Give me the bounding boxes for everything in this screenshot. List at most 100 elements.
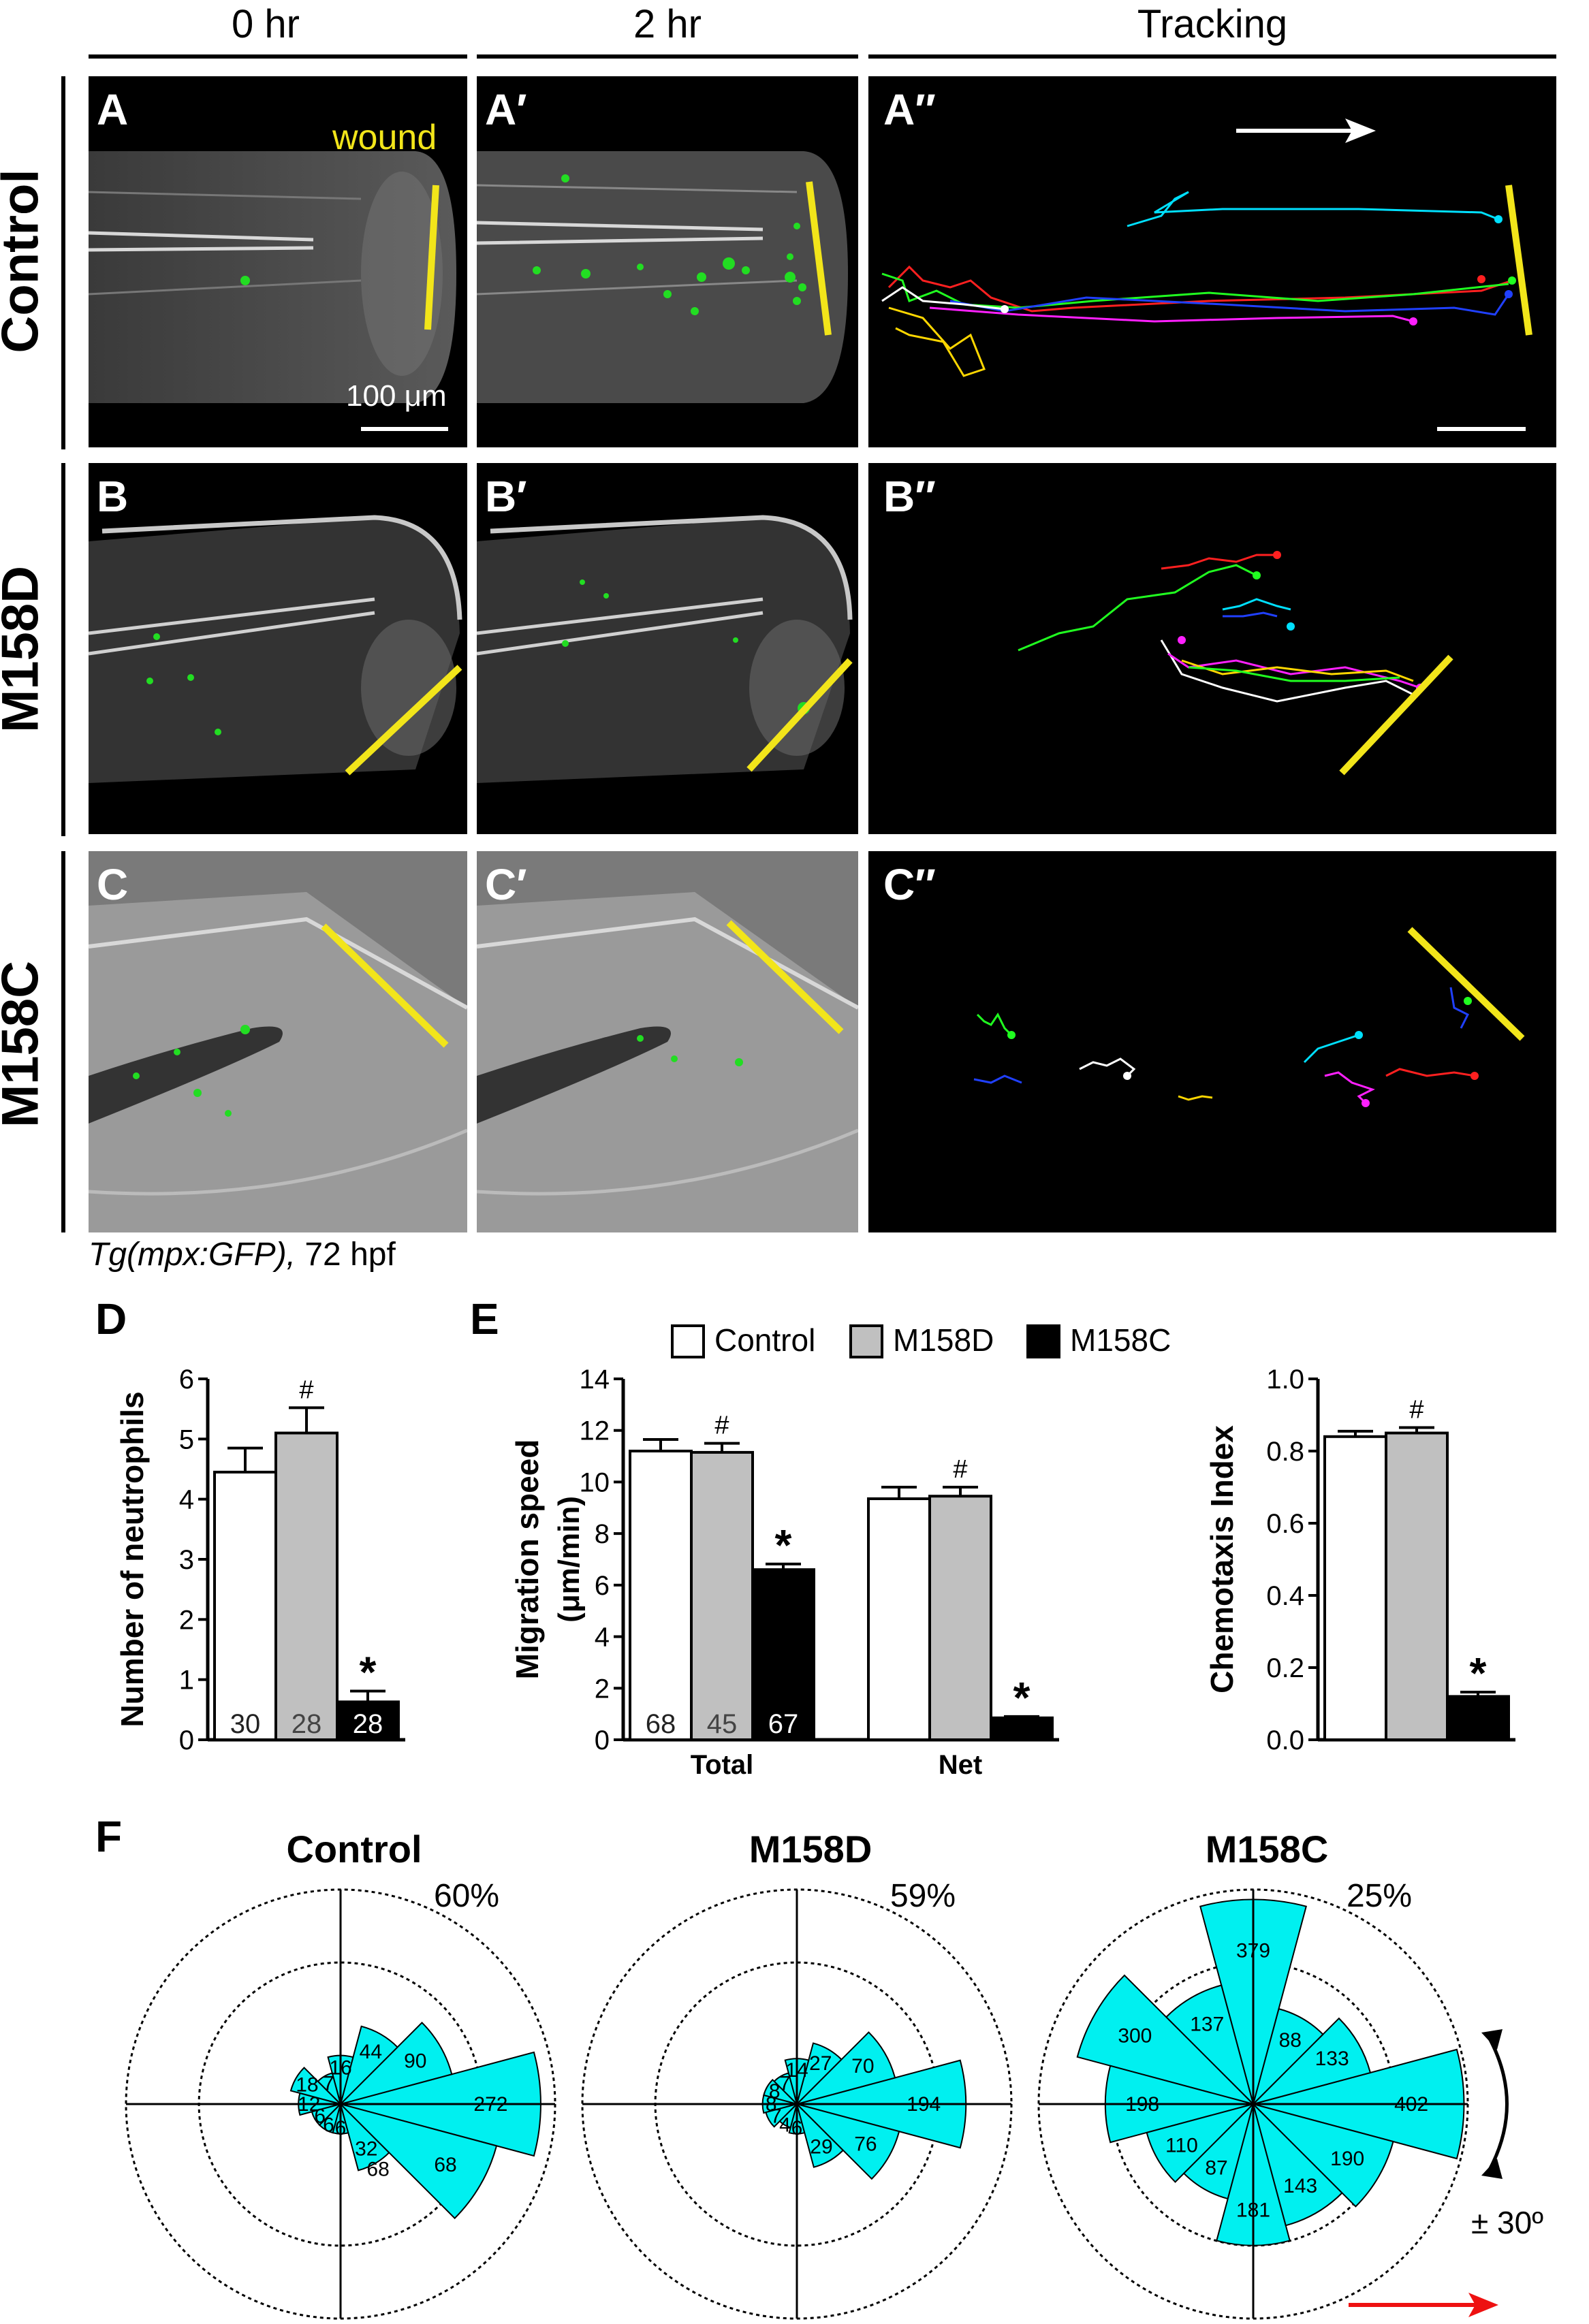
legend-label-m158c: M158C bbox=[1070, 1322, 1171, 1358]
y-tick-label: 12 bbox=[580, 1416, 610, 1446]
row-bar-control bbox=[61, 76, 65, 449]
rose-count-label: 68 bbox=[366, 2158, 389, 2180]
panel-A-prime-image bbox=[477, 151, 848, 403]
figure-letter-F: F bbox=[95, 1812, 123, 1861]
significance-mark: # bbox=[299, 1375, 313, 1404]
rose-title: M158C bbox=[1206, 1828, 1329, 1871]
panel-C: C bbox=[89, 851, 467, 1232]
rose-sector bbox=[1252, 2101, 1343, 2227]
n-label: 45 bbox=[707, 1709, 738, 1739]
bar-control bbox=[867, 1497, 931, 1742]
direction-arrow-head bbox=[1468, 2293, 1498, 2317]
bar-m158d bbox=[690, 1450, 754, 1741]
column-header-tracking: Tracking bbox=[1137, 2, 1288, 46]
category-label: Total bbox=[691, 1750, 754, 1780]
significance-mark: # bbox=[1409, 1396, 1423, 1424]
chart-D-neutrophil-count: 0 1 2 3 4 5 6 Number of neutrophils 30 #28 * 28 bbox=[114, 1365, 405, 1755]
legend-label-control: Control bbox=[714, 1322, 816, 1358]
y-tick-label: 5 bbox=[179, 1424, 194, 1454]
rose-sector bbox=[794, 2031, 896, 2105]
rose-count-label: 88 bbox=[1279, 2029, 1302, 2052]
fish-line-caption: Tg(mpx:GFP), 72 hpf bbox=[89, 1236, 396, 1273]
panel-C-double-prime: C″ bbox=[868, 851, 1556, 1232]
y-axis-label: Migration speed bbox=[509, 1439, 545, 1680]
panel-A-image bbox=[89, 151, 456, 431]
header-rule-tracking bbox=[868, 54, 1556, 59]
bar-m158d bbox=[1385, 1431, 1449, 1741]
rose-sector bbox=[794, 2103, 900, 2180]
panel-B: B bbox=[89, 463, 467, 834]
panel-C-double-prime-tracks bbox=[973, 927, 1525, 1107]
y-tick-label: 1 bbox=[179, 1666, 194, 1696]
y-tick-label: 0.2 bbox=[1266, 1653, 1304, 1683]
rose-sector bbox=[796, 2042, 843, 2107]
bar-m158c bbox=[336, 1700, 400, 1741]
figure-letter-D: D bbox=[95, 1294, 127, 1343]
rose-count-label: 133 bbox=[1315, 2048, 1349, 2070]
panel-A-double-prime: A″ bbox=[868, 76, 1556, 447]
range-arrowhead-bottom bbox=[1481, 2159, 1503, 2179]
panel-A-prime: A′ bbox=[477, 76, 858, 447]
legend: Control M158D M158C bbox=[671, 1319, 1216, 1367]
bar-m158c bbox=[990, 1716, 1054, 1741]
panel-label-C-prime: C′ bbox=[485, 860, 527, 909]
legend-swatch-m158d bbox=[849, 1324, 883, 1358]
legend-swatch-m158c bbox=[1026, 1324, 1060, 1358]
rose-sector bbox=[289, 2067, 343, 2105]
rose-count-label: 137 bbox=[1190, 2013, 1224, 2036]
panel-C-prime: C′ bbox=[477, 851, 858, 1232]
significance-mark: # bbox=[953, 1455, 967, 1484]
column-header-2hr: 2 hr bbox=[633, 2, 702, 46]
rose-sector bbox=[1076, 1974, 1256, 2105]
rose-count-label: 70 bbox=[851, 2055, 874, 2078]
rose-count-label: 32 bbox=[355, 2137, 377, 2160]
rose-title: Control bbox=[286, 1828, 422, 1871]
y-axis-label: Number of neutrophils bbox=[114, 1391, 150, 1727]
n-label: 28 bbox=[353, 1709, 383, 1739]
wound-label: wound bbox=[332, 118, 437, 157]
y-tick-label: 0.6 bbox=[1266, 1509, 1304, 1539]
bar-m158d bbox=[274, 1431, 339, 1741]
y-tick-label: 4 bbox=[595, 1623, 610, 1653]
track-endpoints bbox=[1001, 215, 1516, 325]
panel-B-image bbox=[89, 515, 462, 783]
rose-count-label: 190 bbox=[1330, 2148, 1364, 2170]
rose-plot-m158c: M158C25%40213388379137300198110871811431… bbox=[1037, 1828, 1543, 2320]
row-bar-m158c bbox=[61, 851, 65, 1232]
panel-B-prime-image bbox=[477, 515, 853, 783]
y-tick-label: 0.4 bbox=[1266, 1581, 1304, 1611]
row-label-control: Control bbox=[0, 169, 50, 353]
rose-count-label: 110 bbox=[1165, 2135, 1198, 2157]
header-rule-0hr bbox=[89, 54, 467, 59]
rose-sector bbox=[338, 2022, 453, 2105]
panel-A: A wound 100 μm bbox=[89, 76, 467, 447]
rose-count-label: 87 bbox=[1205, 2157, 1227, 2180]
panel-label-B-prime: B′ bbox=[485, 472, 527, 521]
panel-label-B-double-prime: B″ bbox=[883, 472, 936, 521]
panel-C-prime-image bbox=[477, 851, 858, 1232]
rose-sector bbox=[1250, 2017, 1372, 2105]
row-bar-m158d bbox=[61, 463, 65, 836]
significance-mark: * bbox=[360, 1647, 377, 1696]
bar-m158c bbox=[1446, 1695, 1510, 1741]
y-tick-label: 2 bbox=[595, 1674, 610, 1704]
y-tick-label: 0.8 bbox=[1266, 1437, 1304, 1467]
bar-m158d bbox=[928, 1495, 992, 1741]
rose-count-label: 68 bbox=[434, 2154, 456, 2176]
range-label: ± 30º bbox=[1471, 2205, 1543, 2240]
significance-mark: * bbox=[1013, 1673, 1031, 1722]
y-tick-label: 10 bbox=[580, 1467, 610, 1497]
rose-count-label: 7 bbox=[770, 2105, 782, 2128]
category-label: Net bbox=[939, 1750, 982, 1780]
rose-sector bbox=[1146, 2103, 1256, 2183]
y-tick-label: 0 bbox=[595, 1725, 610, 1755]
y-tick-label: 8 bbox=[595, 1519, 610, 1549]
header-rule-2hr bbox=[477, 54, 858, 59]
n-label: 30 bbox=[230, 1709, 261, 1739]
rose-percent: 25% bbox=[1347, 1878, 1412, 1914]
y-tick-label: 6 bbox=[595, 1571, 610, 1601]
significance-mark: # bbox=[714, 1412, 729, 1440]
panel-label-A: A bbox=[97, 85, 129, 134]
